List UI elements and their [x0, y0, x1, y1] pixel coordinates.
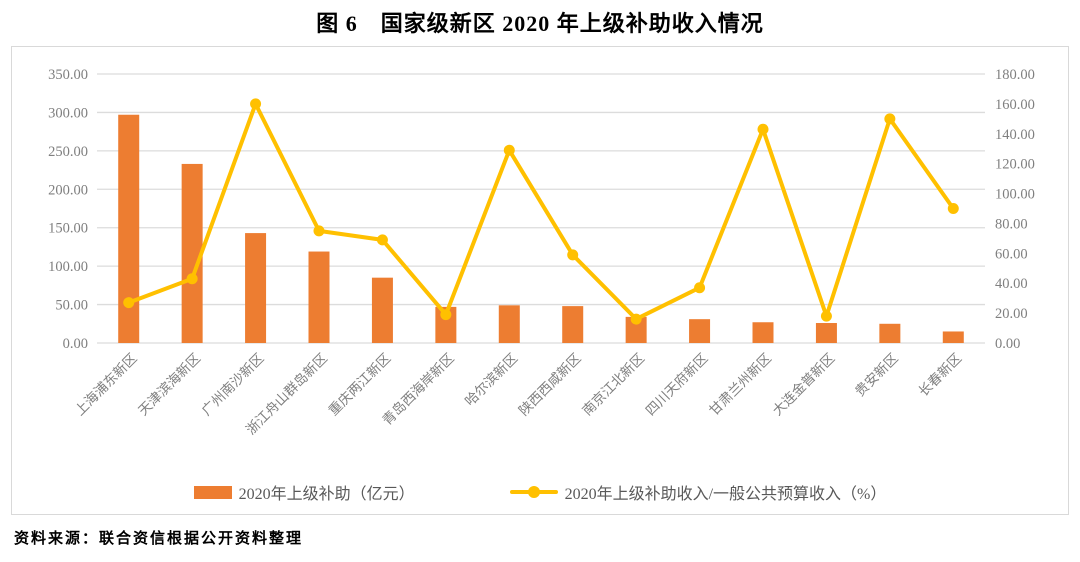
- chart-legend: 2020年上级补助（亿元） 2020年上级补助收入/一般公共预算收入（%）: [12, 480, 1068, 504]
- y-axis-right-tick-label: 80.00: [995, 216, 1028, 232]
- y-axis-left-tick-label: 150.00: [48, 221, 88, 237]
- line-marker: [630, 313, 642, 325]
- y-axis-right-tick-label: 40.00: [995, 276, 1028, 292]
- x-axis-category-label: 大连金普新区: [770, 351, 838, 419]
- y-axis-right-tick-label: 0.00: [995, 336, 1020, 352]
- bar: [118, 114, 140, 343]
- line-series-label: 2020年上级补助收入/一般公共预算收入（%）: [564, 486, 887, 503]
- x-axis-category-label: 重庆两江新区: [326, 351, 394, 419]
- bar: [562, 306, 584, 343]
- line-marker: [250, 98, 262, 110]
- x-axis-category-label: 甘肃兰州新区: [706, 351, 774, 419]
- legend-item-line: 2020年上级补助收入/一般公共预算收入（%）: [509, 480, 887, 504]
- x-axis-category-label: 四川天府新区: [643, 351, 711, 419]
- line-marker: [376, 234, 388, 246]
- x-axis-category-label: 天津滨海新区: [135, 351, 203, 419]
- bar: [308, 251, 330, 343]
- x-axis-category-label: 上海浦东新区: [72, 351, 140, 419]
- line-marker: [694, 282, 706, 294]
- bar: [498, 305, 520, 343]
- y-axis-right-tick-label: 100.00: [995, 187, 1035, 203]
- y-axis-right-tick-label: 140.00: [995, 127, 1035, 143]
- line-marker: [820, 310, 832, 322]
- bar: [879, 323, 901, 343]
- line-series-swatch: [509, 490, 558, 494]
- bar: [942, 331, 964, 343]
- bar: [625, 316, 647, 343]
- bar: [371, 277, 393, 343]
- line-marker: [757, 123, 769, 135]
- chart-plot: 0.00 50.00 100.00 150.00 200.00 250.00 300.00 3…: [48, 67, 1035, 437]
- y-axis-right-tick-label: 120.00: [995, 157, 1035, 173]
- bar: [815, 323, 837, 343]
- y-axis-left-tick-label: 0.00: [63, 336, 88, 352]
- legend-item-bar: 2020年上级补助（亿元）: [193, 480, 415, 504]
- x-axis-category-label: 南京江北新区: [579, 351, 647, 419]
- line-marker: [313, 225, 325, 237]
- y-axis-right-tick-label: 160.00: [995, 97, 1035, 113]
- y-axis-left-tick-label: 50.00: [55, 298, 88, 314]
- line-marker: [123, 297, 135, 309]
- chart-title: 图 6 国家级新区 2020 年上级补助收入情况: [316, 11, 764, 36]
- y-axis-right-tick-label: 180.00: [995, 67, 1035, 83]
- bar: [181, 163, 203, 343]
- y-axis-right-tick-label: 60.00: [995, 246, 1028, 262]
- bar-series-label: 2020年上级补助（亿元）: [238, 486, 415, 503]
- line-marker: [186, 273, 198, 285]
- line-marker: [567, 249, 579, 261]
- y-axis-left-tick-label: 200.00: [48, 182, 88, 198]
- line-marker: [503, 144, 515, 156]
- y-axis-left-tick-label: 250.00: [48, 144, 88, 160]
- y-axis-left-tick-label: 300.00: [48, 105, 88, 121]
- x-axis-category-label: 长春新区: [916, 351, 965, 400]
- y-axis-left-tick-label: 350.00: [48, 67, 88, 83]
- trend-line: [126, 101, 956, 322]
- x-axis-category-label: 贵安新区: [852, 351, 901, 400]
- y-axis-right-tick-label: 20.00: [995, 306, 1028, 322]
- bar: [245, 233, 267, 343]
- bar: [752, 322, 774, 343]
- bar-series-swatch: [193, 485, 232, 499]
- line-marker: [440, 309, 452, 321]
- x-axis-category-label: 陕西西咸新区: [516, 351, 584, 419]
- y-axis-left-tick-label: 100.00: [48, 259, 88, 275]
- chart-area: 0.00 50.00 100.00 150.00 200.00 250.00 300.00 3…: [11, 46, 1069, 515]
- line-marker: [947, 203, 959, 214]
- x-axis-category-label: 哈尔滨新区: [462, 351, 520, 409]
- line-marker: [884, 113, 896, 125]
- x-axis-category-label: 广州南沙新区: [199, 351, 267, 419]
- source-note: 资料来源：联合资信根据公开资料整理: [14, 531, 304, 547]
- bar: [689, 319, 711, 343]
